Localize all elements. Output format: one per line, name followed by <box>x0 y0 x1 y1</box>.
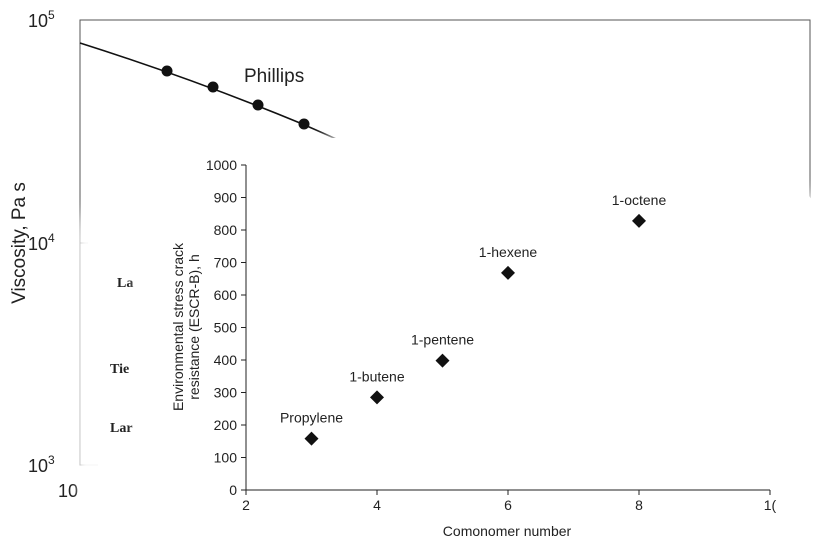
escr-point-label: 1-butene <box>349 368 404 384</box>
bg-partial-label-la: La <box>117 276 133 291</box>
escr-point-label: Propylene <box>280 410 343 426</box>
escr-point-label: 1-pentene <box>411 332 474 348</box>
escr-ytick-label: 500 <box>214 320 238 336</box>
escr-ytick-label: 400 <box>214 352 238 368</box>
phillips-point <box>161 65 173 77</box>
escr-point <box>632 213 646 228</box>
escr-ytick-label: 600 <box>214 287 238 303</box>
escr-point-label: 1-hexene <box>479 244 538 260</box>
escr-axes: 0 100 200 300 400 500 600 700 800 900 1000 2 4 6 8 1( <box>206 157 777 513</box>
escr-ylabel-line1: Environmental stress crack <box>170 242 186 411</box>
overlay-card-front <box>135 136 815 558</box>
escr-point <box>501 265 515 280</box>
escr-point <box>435 353 450 368</box>
phillips-points <box>161 65 310 130</box>
phillips-label: Phillips <box>244 66 304 87</box>
escr-ytick-label: 100 <box>214 450 238 466</box>
escr-ytick-label: 800 <box>214 222 238 238</box>
escr-point <box>304 431 319 446</box>
bg-xtick-left: 10 <box>58 481 78 501</box>
phillips-point <box>207 81 219 93</box>
escr-point-label: 1-octene <box>612 192 667 208</box>
escr-xtick-label: 4 <box>373 497 381 513</box>
escr-data-marks: Propylene 1-butene 1-pentene 1-hexene 1-octe… <box>280 192 666 446</box>
escr-ytick-label: 700 <box>214 255 238 271</box>
escr-ylabel-line2: resistance (ESCR-B), h <box>186 254 202 399</box>
bg-ytick-1e3: 103 <box>28 453 55 476</box>
bg-ytick-1e4: 104 <box>28 231 55 254</box>
escr-xtick-label: 1( <box>764 497 777 513</box>
escr-ytick-label: 200 <box>214 417 238 433</box>
phillips-point <box>298 118 310 130</box>
escr-ytick-label: 1000 <box>206 157 237 173</box>
escr-ytick-label: 300 <box>214 385 238 401</box>
phillips-point <box>252 99 264 111</box>
escr-ytick-label: 0 <box>229 482 237 498</box>
escr-ytick-label: 900 <box>214 190 238 206</box>
bg-partial-label-tie: Tie <box>110 362 129 377</box>
bg-ylabel: Viscosity, Pa s <box>9 182 30 304</box>
bg-ytick-1e5: 105 <box>28 8 55 31</box>
escr-xtick-label: 6 <box>504 497 512 513</box>
bg-partial-label-lar: Lar <box>110 421 133 436</box>
escr-scatter-chart: Environmental stress crack resistance (E… <box>170 157 777 539</box>
escr-xtick-label: 2 <box>242 497 250 513</box>
escr-point <box>370 390 384 405</box>
escr-xlabel: Comonomer number <box>443 523 572 539</box>
escr-xtick-label: 8 <box>635 497 643 513</box>
